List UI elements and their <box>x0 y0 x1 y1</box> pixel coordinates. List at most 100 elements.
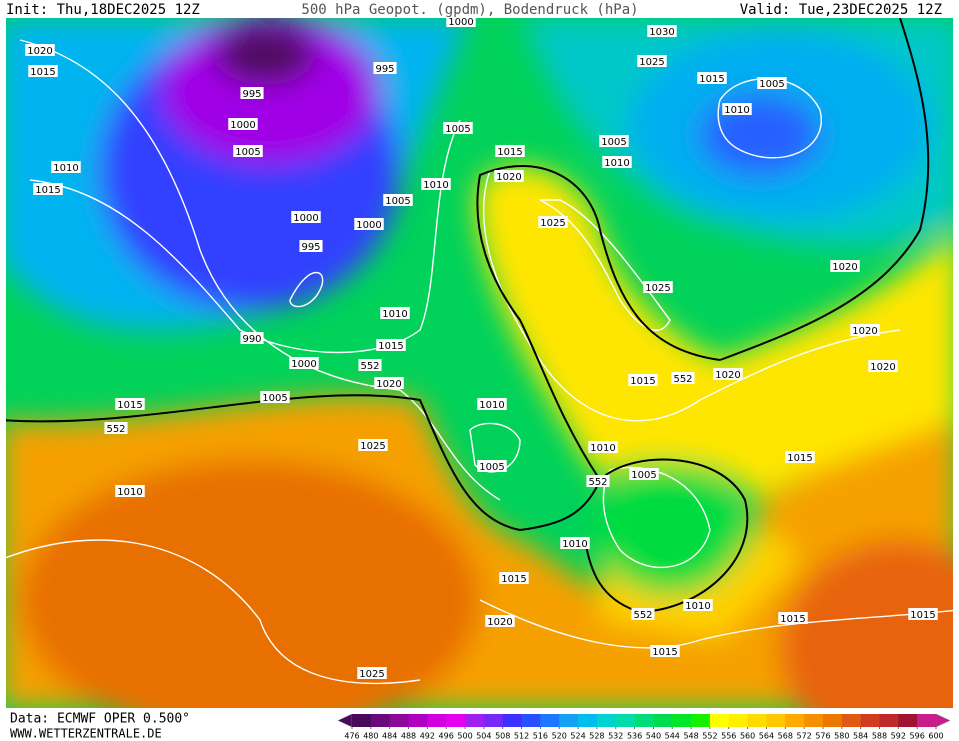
label-box <box>358 439 388 451</box>
contour-label: 1015 <box>499 572 529 585</box>
label-box <box>354 218 384 230</box>
contour-label-text: 1015 <box>630 376 655 387</box>
contour-label-text: 552 <box>588 477 607 488</box>
label-box <box>697 72 727 84</box>
contour-label: 1005 <box>383 194 413 207</box>
contour-label-text: 1010 <box>590 443 615 454</box>
contour-label-text: 1020 <box>870 362 895 373</box>
colorbar-tick-label: 568 <box>778 732 793 741</box>
contour-label-text: 1005 <box>385 196 410 207</box>
label-box <box>115 485 145 497</box>
contour-label: 1025 <box>637 55 667 68</box>
label-box <box>28 65 58 77</box>
contour-label: 1015 <box>628 374 658 387</box>
colorbar-segment <box>502 714 522 727</box>
isobar <box>482 169 901 422</box>
colorbar-segment <box>521 714 541 727</box>
contour-label-text: 1010 <box>53 163 78 174</box>
contour-label: 1015 <box>650 645 680 658</box>
colorbar-segment <box>578 714 598 727</box>
contour-label: 552 <box>358 359 382 372</box>
contour-label-text: 1015 <box>787 453 812 464</box>
contour-label-text: 1000 <box>293 213 318 224</box>
data-source: Data: ECMWF OPER 0.500° <box>10 712 190 727</box>
label-box <box>240 87 264 99</box>
colorbar-segment <box>860 714 880 727</box>
label-box <box>683 599 713 611</box>
colorbar-segment <box>408 714 428 727</box>
contour-labels: 1020 1015 1010 1015 995 1000 1005 1000 995 990 100… <box>25 18 938 680</box>
contour-label: 1015 <box>495 145 525 158</box>
contour-label-text: 1020 <box>487 617 512 628</box>
colorbar-segment <box>747 714 767 727</box>
contour-label: 1015 <box>28 65 58 78</box>
contour-label: 1020 <box>374 377 404 390</box>
contour-label: 1015 <box>115 398 145 411</box>
label-box <box>115 398 145 410</box>
label-box <box>443 122 473 134</box>
contour-label-text: 1015 <box>910 610 935 621</box>
valid-time: Valid: Tue,23DEC2025 12Z <box>740 2 942 18</box>
label-box <box>671 372 695 384</box>
label-box <box>240 332 264 344</box>
contour-label-text: 1005 <box>631 470 656 481</box>
contour-label: 995 <box>299 240 323 253</box>
warm-core <box>20 460 480 708</box>
label-box <box>374 377 404 389</box>
label-box <box>713 368 743 380</box>
contour-label-text: 1015 <box>780 614 805 625</box>
colorbar-segment <box>427 714 447 727</box>
label-box <box>25 44 55 56</box>
colorbar-tick-label: 536 <box>627 732 642 741</box>
colorbar-segment <box>917 714 937 727</box>
colorbar-tick-label: 564 <box>759 732 774 741</box>
contour-label: 1010 <box>722 103 752 116</box>
colorbar-segment <box>370 714 390 727</box>
cold-core <box>215 25 315 85</box>
contour-label-text: 1010 <box>685 601 710 612</box>
contour-label-text: 1020 <box>27 46 52 57</box>
colorbar-segment <box>804 714 824 727</box>
label-box <box>446 18 476 27</box>
colorbar-tick-label: 544 <box>665 732 680 741</box>
contour-label-text: 1020 <box>852 326 877 337</box>
isobar <box>6 539 421 685</box>
contour-label-text: 1020 <box>832 262 857 273</box>
colorbar-segment <box>766 714 786 727</box>
contour-label-text: 1000 <box>291 359 316 370</box>
contour-label: 1015 <box>376 339 406 352</box>
contour-label-text: 1015 <box>30 67 55 78</box>
init-time: Init: Thu,18DEC2025 12Z <box>6 2 200 18</box>
label-box <box>637 55 667 67</box>
contour-label-text: 1005 <box>601 137 626 148</box>
contour-label-text: 1025 <box>540 218 565 229</box>
contour-label: 1010 <box>51 161 81 174</box>
contour-label: 1010 <box>683 599 713 612</box>
contour-label-text: 1005 <box>235 147 260 158</box>
contour-label: 1010 <box>477 398 507 411</box>
contour-label-text: 1015 <box>652 647 677 658</box>
label-box <box>373 62 397 74</box>
label-box <box>380 307 410 319</box>
contour-label-text: 1010 <box>724 105 749 116</box>
label-box <box>299 240 323 252</box>
colorbar-tick-label: 588 <box>872 732 887 741</box>
colorbar-tick-label: 540 <box>646 732 661 741</box>
label-box <box>233 145 263 157</box>
colorbar: 476 480 484 488 492 496 500 504 508 512 516 520 524 5… <box>337 713 951 741</box>
colorbar-tick-label: 476 <box>344 732 359 741</box>
colorbar-tick-label: 524 <box>570 732 585 741</box>
label-box <box>629 468 659 480</box>
colorbar-tick-label: 596 <box>910 732 925 741</box>
contour-label-text: 1025 <box>359 669 384 680</box>
isobar <box>539 199 671 332</box>
colorbar-segment <box>389 714 409 727</box>
contour-label-text: 1010 <box>479 400 504 411</box>
contour-label-text: 552 <box>673 374 692 385</box>
contour-label-text: 1015 <box>497 147 522 158</box>
colorbar-tick-label: 496 <box>439 732 454 741</box>
colorbar-tick-label: 500 <box>457 732 472 741</box>
colorbar-segment <box>483 714 504 727</box>
isobar <box>19 39 501 501</box>
